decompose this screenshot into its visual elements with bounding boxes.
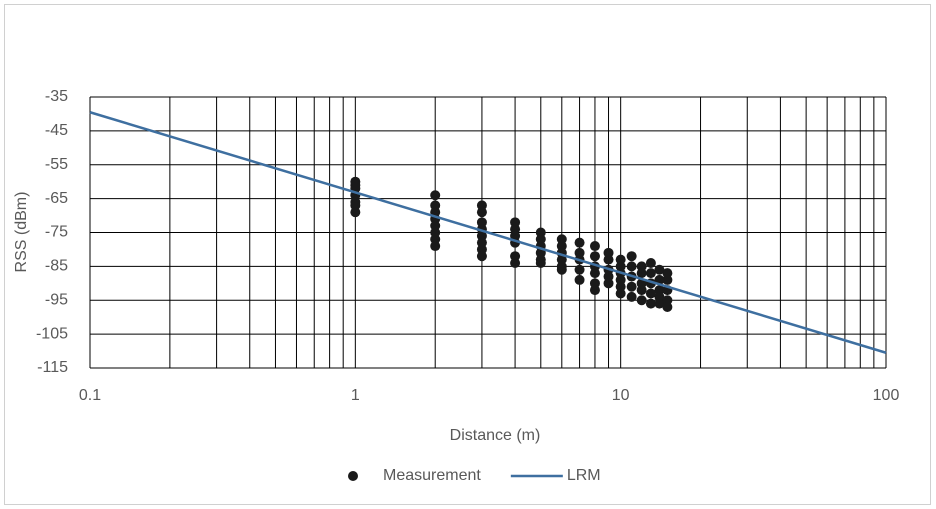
measurement-point [556, 264, 567, 275]
measurement-point [510, 257, 521, 268]
measurement-point [574, 274, 585, 285]
measurement-point [662, 274, 673, 285]
measurement-point [430, 190, 441, 201]
y-axis-title: RSS (dBm) [13, 192, 30, 273]
measurement-point [350, 207, 361, 218]
measurement-point [626, 281, 637, 292]
y-tick-label: -45 [45, 122, 68, 139]
y-tick-label: -115 [37, 359, 68, 376]
y-tick-label: -105 [36, 325, 68, 342]
y-tick-label: -85 [45, 258, 68, 275]
measurement-point [589, 251, 600, 262]
measurement-point [589, 268, 600, 279]
legend-marker [348, 471, 358, 481]
line [89, 111, 887, 354]
measurement-point [626, 291, 637, 302]
measurement-point [662, 302, 673, 313]
measurement-point [535, 257, 546, 268]
y-tick-label: -95 [45, 291, 68, 308]
measurement-point [476, 207, 487, 218]
measurement-point [645, 298, 656, 309]
measurement-point [430, 241, 441, 252]
x-tick-label: 0.1 [79, 387, 101, 404]
measurement-point [589, 241, 600, 252]
measurement-point [645, 257, 656, 268]
measurement-point [626, 261, 637, 272]
measurement-point [615, 288, 626, 299]
measurement-point [645, 288, 656, 299]
x-tick-label: 1 [351, 387, 360, 404]
y-tick-label: -65 [45, 190, 68, 207]
chart-border [4, 4, 931, 505]
x-tick-label: 10 [612, 387, 630, 404]
measurement-point [603, 278, 614, 289]
measurement-point [626, 251, 637, 262]
measurement-point [574, 264, 585, 275]
measurement-point [654, 298, 665, 309]
measurement-point [476, 251, 487, 262]
measurement-point [645, 268, 656, 279]
legend-label: Measurement [383, 467, 481, 484]
measurement-point [589, 285, 600, 296]
measurement-point [574, 237, 585, 248]
legend-label: LRM [567, 467, 601, 484]
measurement-point [654, 264, 665, 275]
measurement-point [636, 285, 647, 296]
y-tick-label: -55 [45, 156, 68, 173]
x-axis-title: Distance (m) [450, 427, 541, 444]
measurement-point [636, 295, 647, 306]
y-tick-label: -35 [45, 88, 68, 105]
measurement-point [603, 254, 614, 265]
measurement-point [636, 268, 647, 279]
x-tick-label: 100 [873, 387, 900, 404]
y-tick-label: -75 [45, 224, 68, 241]
